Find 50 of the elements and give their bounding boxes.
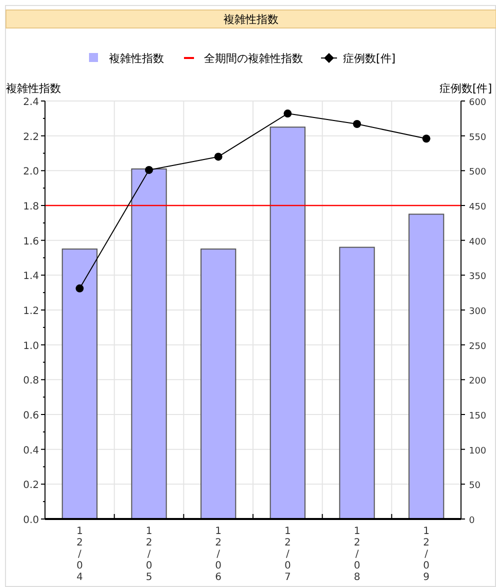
legend-label: 症例数[件] xyxy=(343,52,396,65)
y-tick-label: 2.2 xyxy=(23,132,39,143)
y-tick-label: 1.4 xyxy=(23,271,39,282)
y-tick-label: 0.0 xyxy=(23,515,39,526)
y2-tick-label: 350 xyxy=(469,272,486,282)
x-tick-label: 12/06 xyxy=(215,526,222,583)
y-axis-title: 複雑性指数 xyxy=(6,82,61,95)
point xyxy=(214,152,222,161)
x-tick-label: 12/04 xyxy=(76,526,83,583)
point xyxy=(76,284,84,292)
bar xyxy=(270,126,306,520)
bar xyxy=(339,246,375,520)
y2-axis-title: 症例数[件] xyxy=(439,82,492,95)
bar xyxy=(131,168,167,520)
y2-tick-label: 450 xyxy=(469,202,486,212)
y-tick-label: 1.0 xyxy=(23,340,39,352)
y-tick-label: 0.4 xyxy=(23,445,39,456)
y2-tick-label: 250 xyxy=(469,342,486,352)
x-tick-label: 12/09 xyxy=(423,526,430,583)
y2-tick-label: 150 xyxy=(469,412,486,422)
bar xyxy=(200,248,236,520)
y2-tick-label: 550 xyxy=(469,132,486,143)
y-tick-label: 1.8 xyxy=(23,202,39,212)
y2-tick-label: 500 xyxy=(469,168,486,178)
y2-tick-label: 600 xyxy=(469,98,486,108)
point xyxy=(145,166,153,174)
y-tick-label: 2.4 xyxy=(23,97,39,108)
y2-tick-label: 50 xyxy=(469,481,481,492)
legend-label: 複雑性指数 xyxy=(109,52,164,65)
y-tick-label: 1.6 xyxy=(23,236,39,248)
x-tick-label: 12/07 xyxy=(284,526,291,583)
y2-tick-label: 200 xyxy=(469,376,486,387)
bar xyxy=(408,214,444,520)
y-tick-label: 0.6 xyxy=(23,410,39,422)
y2-tick-label: 300 xyxy=(469,307,486,317)
y-tick-label: 1.2 xyxy=(23,306,39,317)
chart-title: 複雑性指数 xyxy=(224,13,278,26)
legend-label: 全期間の複雑性指数 xyxy=(204,52,303,65)
point xyxy=(353,120,361,128)
y-tick-label: 2.0 xyxy=(23,166,39,178)
y2-tick-label: 400 xyxy=(469,237,486,248)
y2-tick-label: 0 xyxy=(469,516,475,526)
y-tick-label: 0.8 xyxy=(23,376,39,387)
bar xyxy=(62,248,98,520)
x-tick-label: 12/05 xyxy=(146,526,152,583)
y2-tick-label: 100 xyxy=(469,446,486,456)
point xyxy=(422,134,430,143)
y-tick-label: 0.2 xyxy=(23,480,39,492)
point xyxy=(284,110,292,118)
x-tick-label: 12/08 xyxy=(354,526,360,583)
